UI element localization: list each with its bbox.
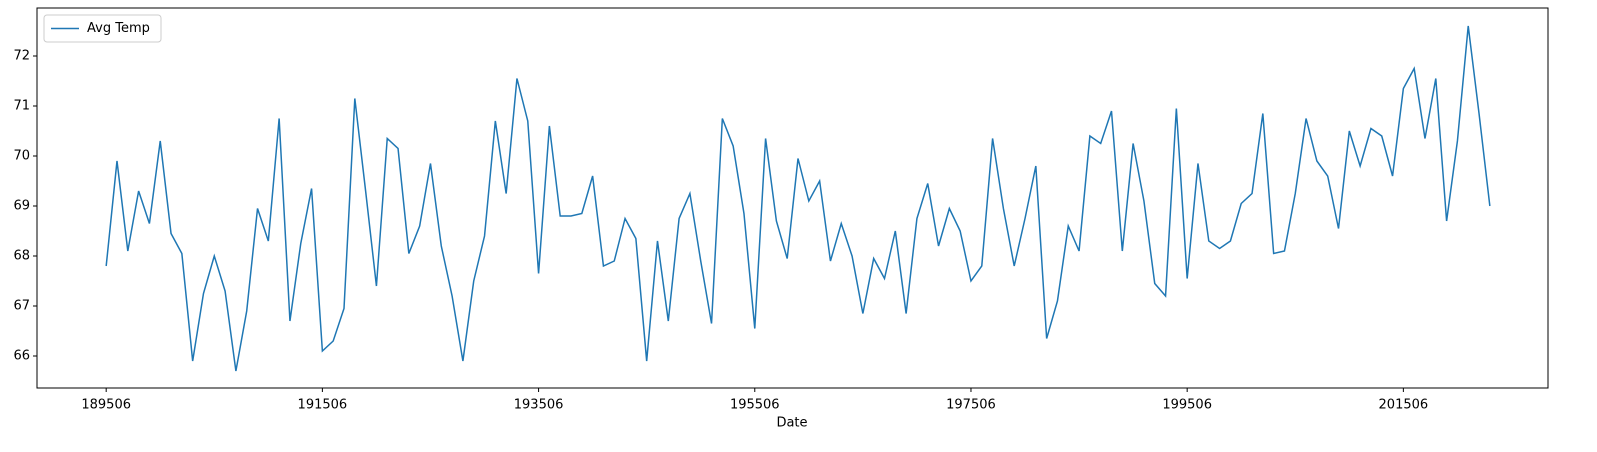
x-axis-label: Date: [776, 416, 807, 431]
y-tick-label: 68: [13, 249, 30, 264]
x-tick-label: 191506: [298, 398, 348, 413]
plot-frame: [36, 7, 1549, 389]
x-tick-label: 201506: [1379, 398, 1429, 413]
y-tick-label: 69: [13, 199, 30, 214]
y-tick-label: 66: [13, 349, 30, 364]
x-tick-label: 199506: [1162, 398, 1212, 413]
x-tick-label: 193506: [514, 398, 564, 413]
legend-label: Avg Temp: [87, 21, 150, 36]
x-tick-label: 197506: [946, 398, 996, 413]
y-tick-label: 67: [13, 299, 30, 314]
y-tick-label: 72: [13, 49, 30, 64]
y-tick-label: 70: [13, 149, 30, 164]
data-line: [105, 25, 1491, 372]
y-tick-label: 71: [13, 99, 30, 114]
legend-box: [43, 14, 162, 43]
x-tick-label: 195506: [730, 398, 780, 413]
x-tick-label: 189506: [81, 398, 131, 413]
